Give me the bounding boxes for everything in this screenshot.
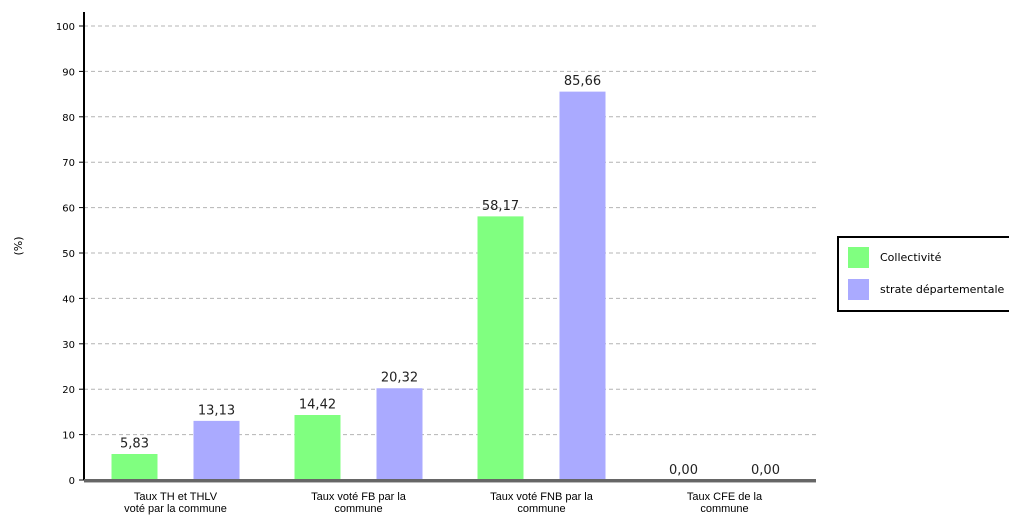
y-tick-label: 100 — [56, 22, 75, 33]
y-tick-label: 10 — [62, 431, 75, 442]
y-tick-label: 50 — [62, 249, 75, 260]
data-label: 58,17 — [482, 199, 519, 214]
x-tick-label: Taux voté FNB par la — [490, 491, 594, 503]
y-tick-label: 40 — [62, 294, 75, 305]
bar — [477, 215, 524, 480]
data-label: 85,66 — [564, 74, 601, 89]
axes: 0 10 20 30 40 50 60 70 80 90 100 Taux TH et THLVvot… — [56, 12, 816, 515]
y-tick-label: 80 — [62, 113, 75, 124]
legend-swatch — [848, 279, 869, 300]
y-axis-label: (%) — [12, 236, 25, 255]
y-tick-label: 60 — [62, 204, 75, 215]
x-tick-label: commune — [517, 503, 565, 515]
bar — [111, 453, 158, 480]
x-tick-label: commune — [700, 503, 748, 515]
data-label: 5,83 — [120, 437, 149, 452]
bar — [193, 420, 240, 480]
data-labels: 5,83 13,13 14,42 20,32 58,17 85,66 0,00 0,00 — [120, 74, 780, 478]
bar — [376, 387, 423, 480]
x-tick-label: commune — [334, 503, 382, 515]
data-label: 0,00 — [751, 463, 780, 478]
legend-entry: strate départementale — [880, 283, 1005, 296]
data-label: 20,32 — [381, 371, 418, 386]
y-tick-label: 20 — [62, 385, 75, 396]
x-axis — [84, 479, 816, 482]
y-tick-label: 0 — [69, 476, 75, 487]
grid-lines — [84, 25, 816, 436]
bars — [111, 90, 606, 480]
data-label: 13,13 — [198, 403, 235, 418]
legend-entry: Collectivité — [880, 251, 942, 264]
x-tick-label: Taux voté FB par la — [311, 491, 407, 503]
x-tick-label: Taux TH et THLV — [134, 491, 218, 503]
bar — [559, 91, 606, 480]
x-tick-label: voté par la commune — [124, 503, 227, 515]
y-tick-label: 70 — [62, 158, 75, 169]
x-tick-label: Taux CFE de la — [687, 491, 763, 503]
bar — [294, 414, 341, 480]
legend-swatch — [848, 247, 869, 268]
y-tick-label: 30 — [62, 340, 75, 351]
y-tick-label: 90 — [62, 67, 75, 78]
legend: Collectivité strate départementale — [837, 236, 1009, 312]
data-label: 0,00 — [669, 463, 698, 478]
data-label: 14,42 — [299, 398, 336, 413]
